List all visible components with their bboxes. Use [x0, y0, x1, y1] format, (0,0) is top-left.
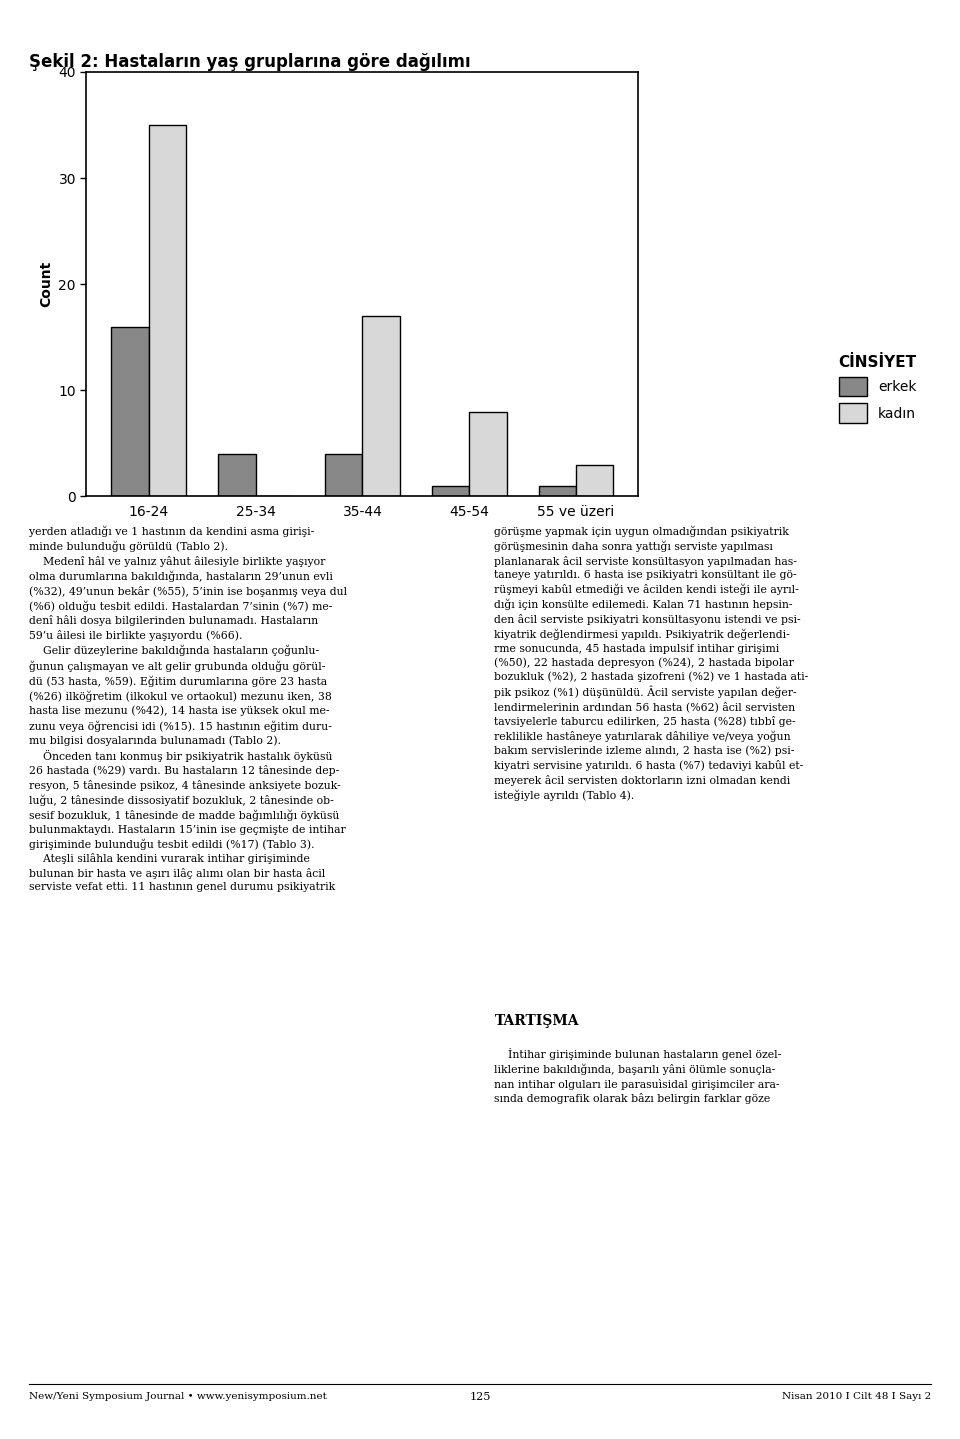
Bar	[539, 486, 576, 496]
Legend: erkek, kadın: erkek, kadın	[838, 355, 917, 423]
Text: yerden atladığı ve 1 hastının da kendini asma girişi-
minde bulunduğu görüldü (T: yerden atladığı ve 1 hastının da kendini…	[29, 525, 347, 892]
Text: New/Yeni Symposium Journal • www.yenisymposium.net: New/Yeni Symposium Journal • www.yenisym…	[29, 1392, 326, 1400]
Y-axis label: Count: Count	[38, 260, 53, 308]
Text: İntihar girişiminde bulunan hastaların genel özel-
liklerine bakıldığında, başar: İntihar girişiminde bulunan hastaların g…	[494, 1048, 781, 1104]
Text: Nisan 2010 I Cilt 48 I Sayı 2: Nisan 2010 I Cilt 48 I Sayı 2	[782, 1392, 931, 1400]
Bar	[218, 453, 255, 496]
Bar	[469, 412, 507, 496]
Text: TARTIŞMA: TARTIŞMA	[494, 1014, 579, 1029]
Bar	[576, 465, 613, 496]
Text: Şekil 2: Hastaların yaş gruplarına göre dağılımı: Şekil 2: Hastaların yaş gruplarına göre …	[29, 53, 470, 72]
Bar	[325, 453, 362, 496]
Bar	[362, 317, 399, 496]
Text: görüşme yapmak için uygun olmadığından psikiyatrik
görüşmesinin daha sonra yattı: görüşme yapmak için uygun olmadığından p…	[494, 525, 808, 802]
Bar	[432, 486, 469, 496]
Bar	[111, 327, 149, 496]
Text: 125: 125	[469, 1392, 491, 1402]
Bar	[149, 125, 186, 496]
